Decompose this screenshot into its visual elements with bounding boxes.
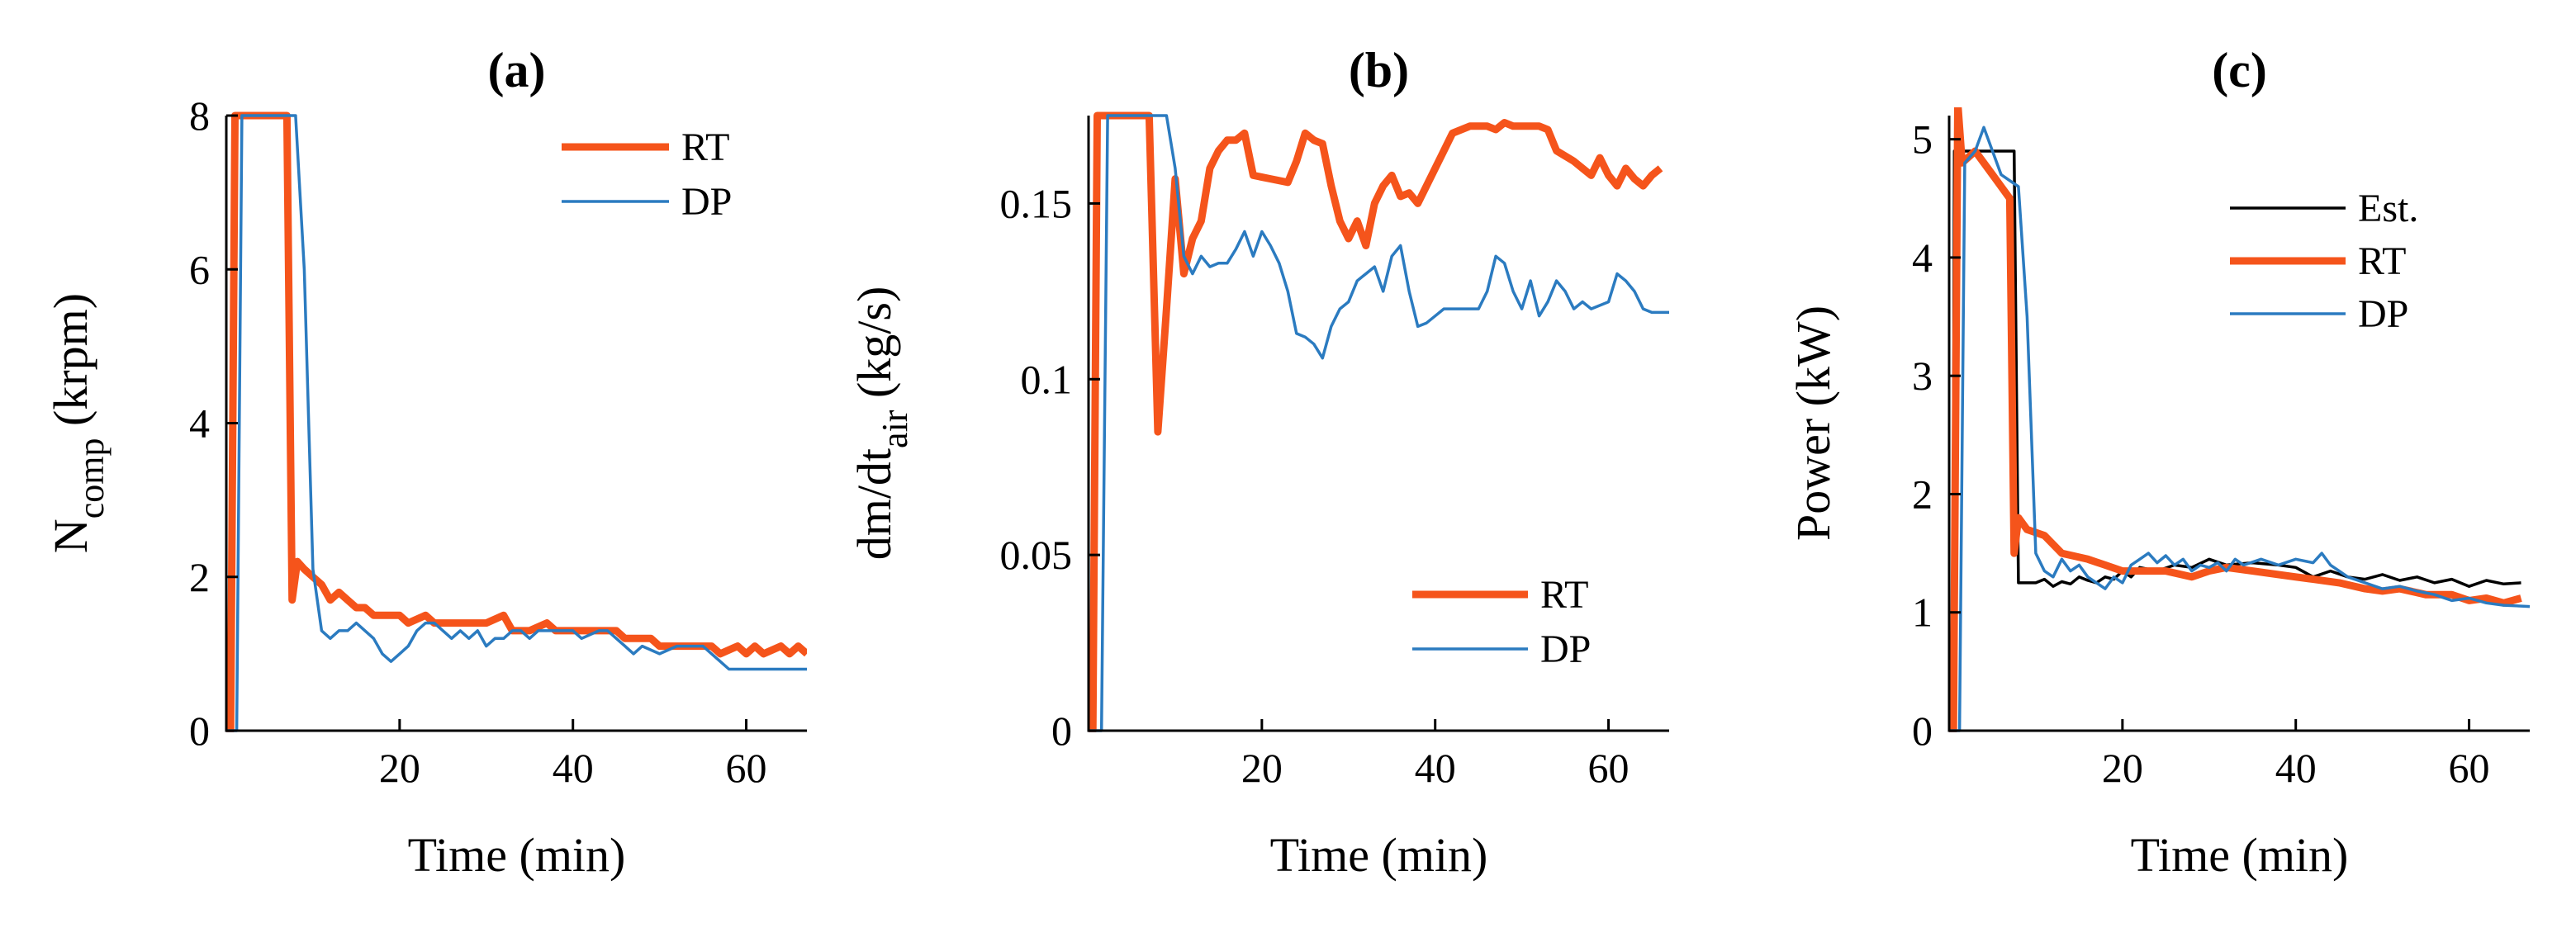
- y-tick-label: 0.15: [1000, 180, 1073, 226]
- y-axis-label-subscript: comp: [71, 438, 111, 518]
- x-tick-label: 60: [1588, 745, 1630, 791]
- legend: RT DP: [1412, 573, 1591, 671]
- legend-label: RT: [681, 125, 729, 169]
- y-tick-label: 4: [189, 400, 210, 447]
- y-axis-label-main: N: [44, 518, 97, 553]
- x-axis-label: Time (min): [408, 828, 626, 882]
- series-line-rt: [1949, 107, 2522, 732]
- series-line-dp: [226, 114, 807, 732]
- x-tick-label: 20: [2102, 745, 2143, 791]
- chart-panel-1: (a) 0 2 4 6 8 20 40 60 Time (min) Ncomp (krpm) RT DP: [44, 43, 807, 882]
- x-tick-label: 20: [1241, 745, 1283, 791]
- legend-label: Est.: [2358, 187, 2418, 230]
- x-axis-label: Time (min): [2131, 828, 2349, 882]
- x-tick-label: 40: [2275, 745, 2317, 791]
- y-axis-label: dm/dtair (kg/s): [847, 286, 915, 561]
- y-tick-label: 0: [1912, 708, 1933, 754]
- legend: RT DP: [562, 125, 732, 224]
- legend-label: DP: [2358, 292, 2408, 336]
- y-tick-label: 2: [189, 554, 210, 600]
- x-tick-label: 40: [553, 745, 594, 791]
- y-tick-label: 0: [189, 708, 210, 754]
- y-tick-label: 0.1: [1021, 356, 1073, 402]
- y-axis-label: Ncomp (krpm): [44, 293, 111, 553]
- series-line-rt: [226, 111, 807, 732]
- chart-title: (c): [2212, 43, 2267, 97]
- x-tick-label: 20: [379, 745, 420, 791]
- y-tick-label: 4: [1912, 234, 1933, 281]
- series-line-est: [1949, 149, 2521, 732]
- y-axis-label-main: Power (kW): [1786, 305, 1840, 541]
- y-tick-label: 2: [1912, 471, 1933, 517]
- x-axis-label: Time (min): [1270, 828, 1488, 882]
- y-axis-label-unit: (krpm): [44, 293, 97, 438]
- x-tick-label: 60: [726, 745, 767, 791]
- chart-panel-2: (b) 0 0.05 0.1 0.15 20 40 60 Time (min) dm/dtair …: [847, 43, 1669, 882]
- chart-title: (a): [488, 43, 546, 97]
- y-axis-label-main: dm/dt: [847, 448, 901, 560]
- y-tick-label: 5: [1912, 116, 1933, 163]
- legend-label: RT: [2358, 239, 2406, 283]
- x-tick-label: 60: [2449, 745, 2490, 791]
- y-tick-label: 0: [1051, 708, 1072, 754]
- series-line-dp: [1949, 125, 2530, 732]
- y-tick-label: 1: [1912, 589, 1933, 636]
- series-line-rt: [1089, 111, 1663, 732]
- y-tick-label: 0.05: [1000, 532, 1073, 578]
- y-axis-label: Power (kW): [1786, 305, 1840, 541]
- y-tick-label: 8: [189, 92, 210, 139]
- legend-label: DP: [1540, 627, 1591, 671]
- series-line-dp: [1089, 114, 1669, 732]
- legend-label: RT: [1540, 573, 1588, 617]
- y-tick-label: 6: [189, 246, 210, 292]
- chart-title: (b): [1349, 43, 1409, 97]
- legend: Est. RT DP: [2230, 187, 2418, 336]
- chart-panel-3: (c) 0 1 2 3 4 5 20 40 60 Time (min) Power (kW) Est. R…: [1786, 43, 2530, 882]
- y-tick-label: 3: [1912, 353, 1933, 399]
- legend-label: DP: [681, 180, 732, 224]
- y-axis-label-subscript: air: [875, 410, 915, 448]
- y-axis-label-unit: (kg/s): [847, 286, 901, 410]
- x-tick-label: 40: [1415, 745, 1456, 791]
